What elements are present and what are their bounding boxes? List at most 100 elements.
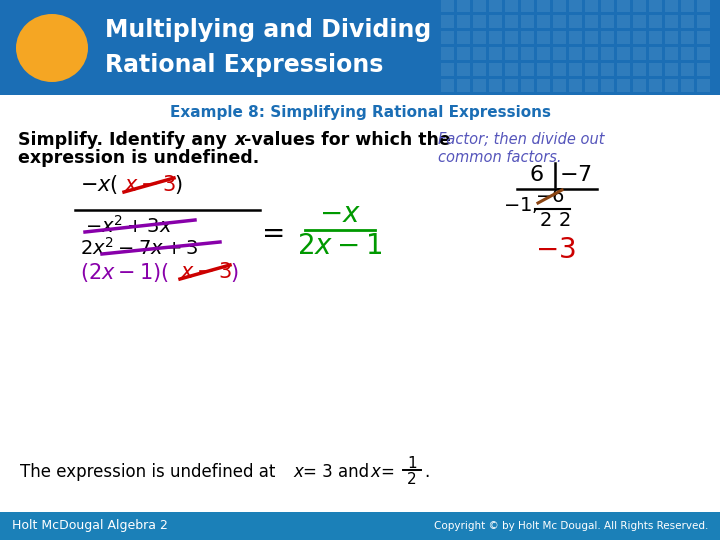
FancyBboxPatch shape [441,0,454,12]
FancyBboxPatch shape [537,47,550,60]
FancyBboxPatch shape [601,0,614,12]
FancyBboxPatch shape [553,47,566,60]
FancyBboxPatch shape [473,63,486,76]
Text: $-7$: $-7$ [559,165,591,185]
Text: $-1,$: $-1,$ [503,195,538,215]
FancyBboxPatch shape [0,512,720,540]
FancyBboxPatch shape [537,63,550,76]
Text: $x-3$: $x-3$ [124,175,176,195]
FancyBboxPatch shape [537,79,550,92]
Text: common factors.: common factors. [438,151,562,165]
FancyBboxPatch shape [521,79,534,92]
FancyBboxPatch shape [457,0,470,12]
FancyBboxPatch shape [649,15,662,28]
FancyBboxPatch shape [505,79,518,92]
Text: 6: 6 [530,165,544,185]
FancyBboxPatch shape [473,47,486,60]
FancyBboxPatch shape [633,47,646,60]
FancyBboxPatch shape [649,79,662,92]
FancyBboxPatch shape [489,31,502,44]
FancyBboxPatch shape [649,47,662,60]
FancyBboxPatch shape [489,79,502,92]
FancyBboxPatch shape [617,47,630,60]
FancyBboxPatch shape [697,63,710,76]
FancyBboxPatch shape [505,47,518,60]
Text: $-x($: $-x($ [80,173,118,197]
FancyBboxPatch shape [489,15,502,28]
Text: $)$: $)$ [174,173,182,197]
Text: Factor; then divide out: Factor; then divide out [438,132,605,147]
FancyBboxPatch shape [521,47,534,60]
FancyBboxPatch shape [585,63,598,76]
FancyBboxPatch shape [569,15,582,28]
FancyBboxPatch shape [665,15,678,28]
FancyBboxPatch shape [457,47,470,60]
Text: expression is undefined.: expression is undefined. [18,149,259,167]
FancyBboxPatch shape [0,0,720,95]
FancyBboxPatch shape [521,31,534,44]
FancyBboxPatch shape [665,31,678,44]
FancyBboxPatch shape [553,63,566,76]
FancyBboxPatch shape [617,63,630,76]
Text: $-x$: $-x$ [319,200,361,228]
FancyBboxPatch shape [697,0,710,12]
Text: Holt McDougal Algebra 2: Holt McDougal Algebra 2 [12,519,168,532]
Text: = 3 and: = 3 and [303,463,369,481]
FancyBboxPatch shape [633,0,646,12]
Text: $x-3$: $x-3$ [180,262,232,282]
FancyBboxPatch shape [601,63,614,76]
FancyBboxPatch shape [681,47,694,60]
Text: .: . [424,463,429,481]
FancyBboxPatch shape [457,63,470,76]
FancyBboxPatch shape [697,79,710,92]
Text: $)$: $)$ [230,260,238,284]
FancyBboxPatch shape [585,47,598,60]
FancyBboxPatch shape [601,31,614,44]
Text: Rational Expressions: Rational Expressions [105,53,383,77]
FancyBboxPatch shape [537,31,550,44]
FancyBboxPatch shape [473,79,486,92]
FancyBboxPatch shape [489,63,502,76]
Text: The expression is undefined at: The expression is undefined at [20,463,275,481]
FancyBboxPatch shape [633,15,646,28]
Text: 1: 1 [408,456,417,470]
FancyBboxPatch shape [441,63,454,76]
FancyBboxPatch shape [585,0,598,12]
Text: $2x^2-7x+3$: $2x^2-7x+3$ [80,237,199,259]
Ellipse shape [16,14,88,82]
FancyBboxPatch shape [521,15,534,28]
FancyBboxPatch shape [633,79,646,92]
FancyBboxPatch shape [681,63,694,76]
FancyBboxPatch shape [569,31,582,44]
Text: 2: 2 [559,212,571,231]
FancyBboxPatch shape [697,31,710,44]
Text: 2: 2 [540,212,552,231]
FancyBboxPatch shape [617,0,630,12]
FancyBboxPatch shape [521,63,534,76]
Text: -values for which the: -values for which the [244,131,451,149]
FancyBboxPatch shape [569,63,582,76]
Text: Example 8: Simplifying Rational Expressions: Example 8: Simplifying Rational Expressi… [169,105,551,120]
FancyBboxPatch shape [505,31,518,44]
Text: x: x [235,131,246,149]
FancyBboxPatch shape [649,31,662,44]
FancyBboxPatch shape [457,31,470,44]
FancyBboxPatch shape [585,79,598,92]
FancyBboxPatch shape [585,15,598,28]
FancyBboxPatch shape [569,79,582,92]
FancyBboxPatch shape [489,47,502,60]
FancyBboxPatch shape [649,0,662,12]
FancyBboxPatch shape [569,0,582,12]
FancyBboxPatch shape [585,31,598,44]
Text: $-x^2+3x$: $-x^2+3x$ [85,215,173,237]
FancyBboxPatch shape [697,47,710,60]
FancyBboxPatch shape [553,15,566,28]
Text: Copyright © by Holt Mc Dougal. All Rights Reserved.: Copyright © by Holt Mc Dougal. All Right… [433,521,708,531]
FancyBboxPatch shape [489,0,502,12]
FancyBboxPatch shape [521,0,534,12]
FancyBboxPatch shape [473,15,486,28]
Text: $-6$: $-6$ [535,187,564,206]
FancyBboxPatch shape [569,47,582,60]
FancyBboxPatch shape [553,31,566,44]
FancyBboxPatch shape [633,31,646,44]
